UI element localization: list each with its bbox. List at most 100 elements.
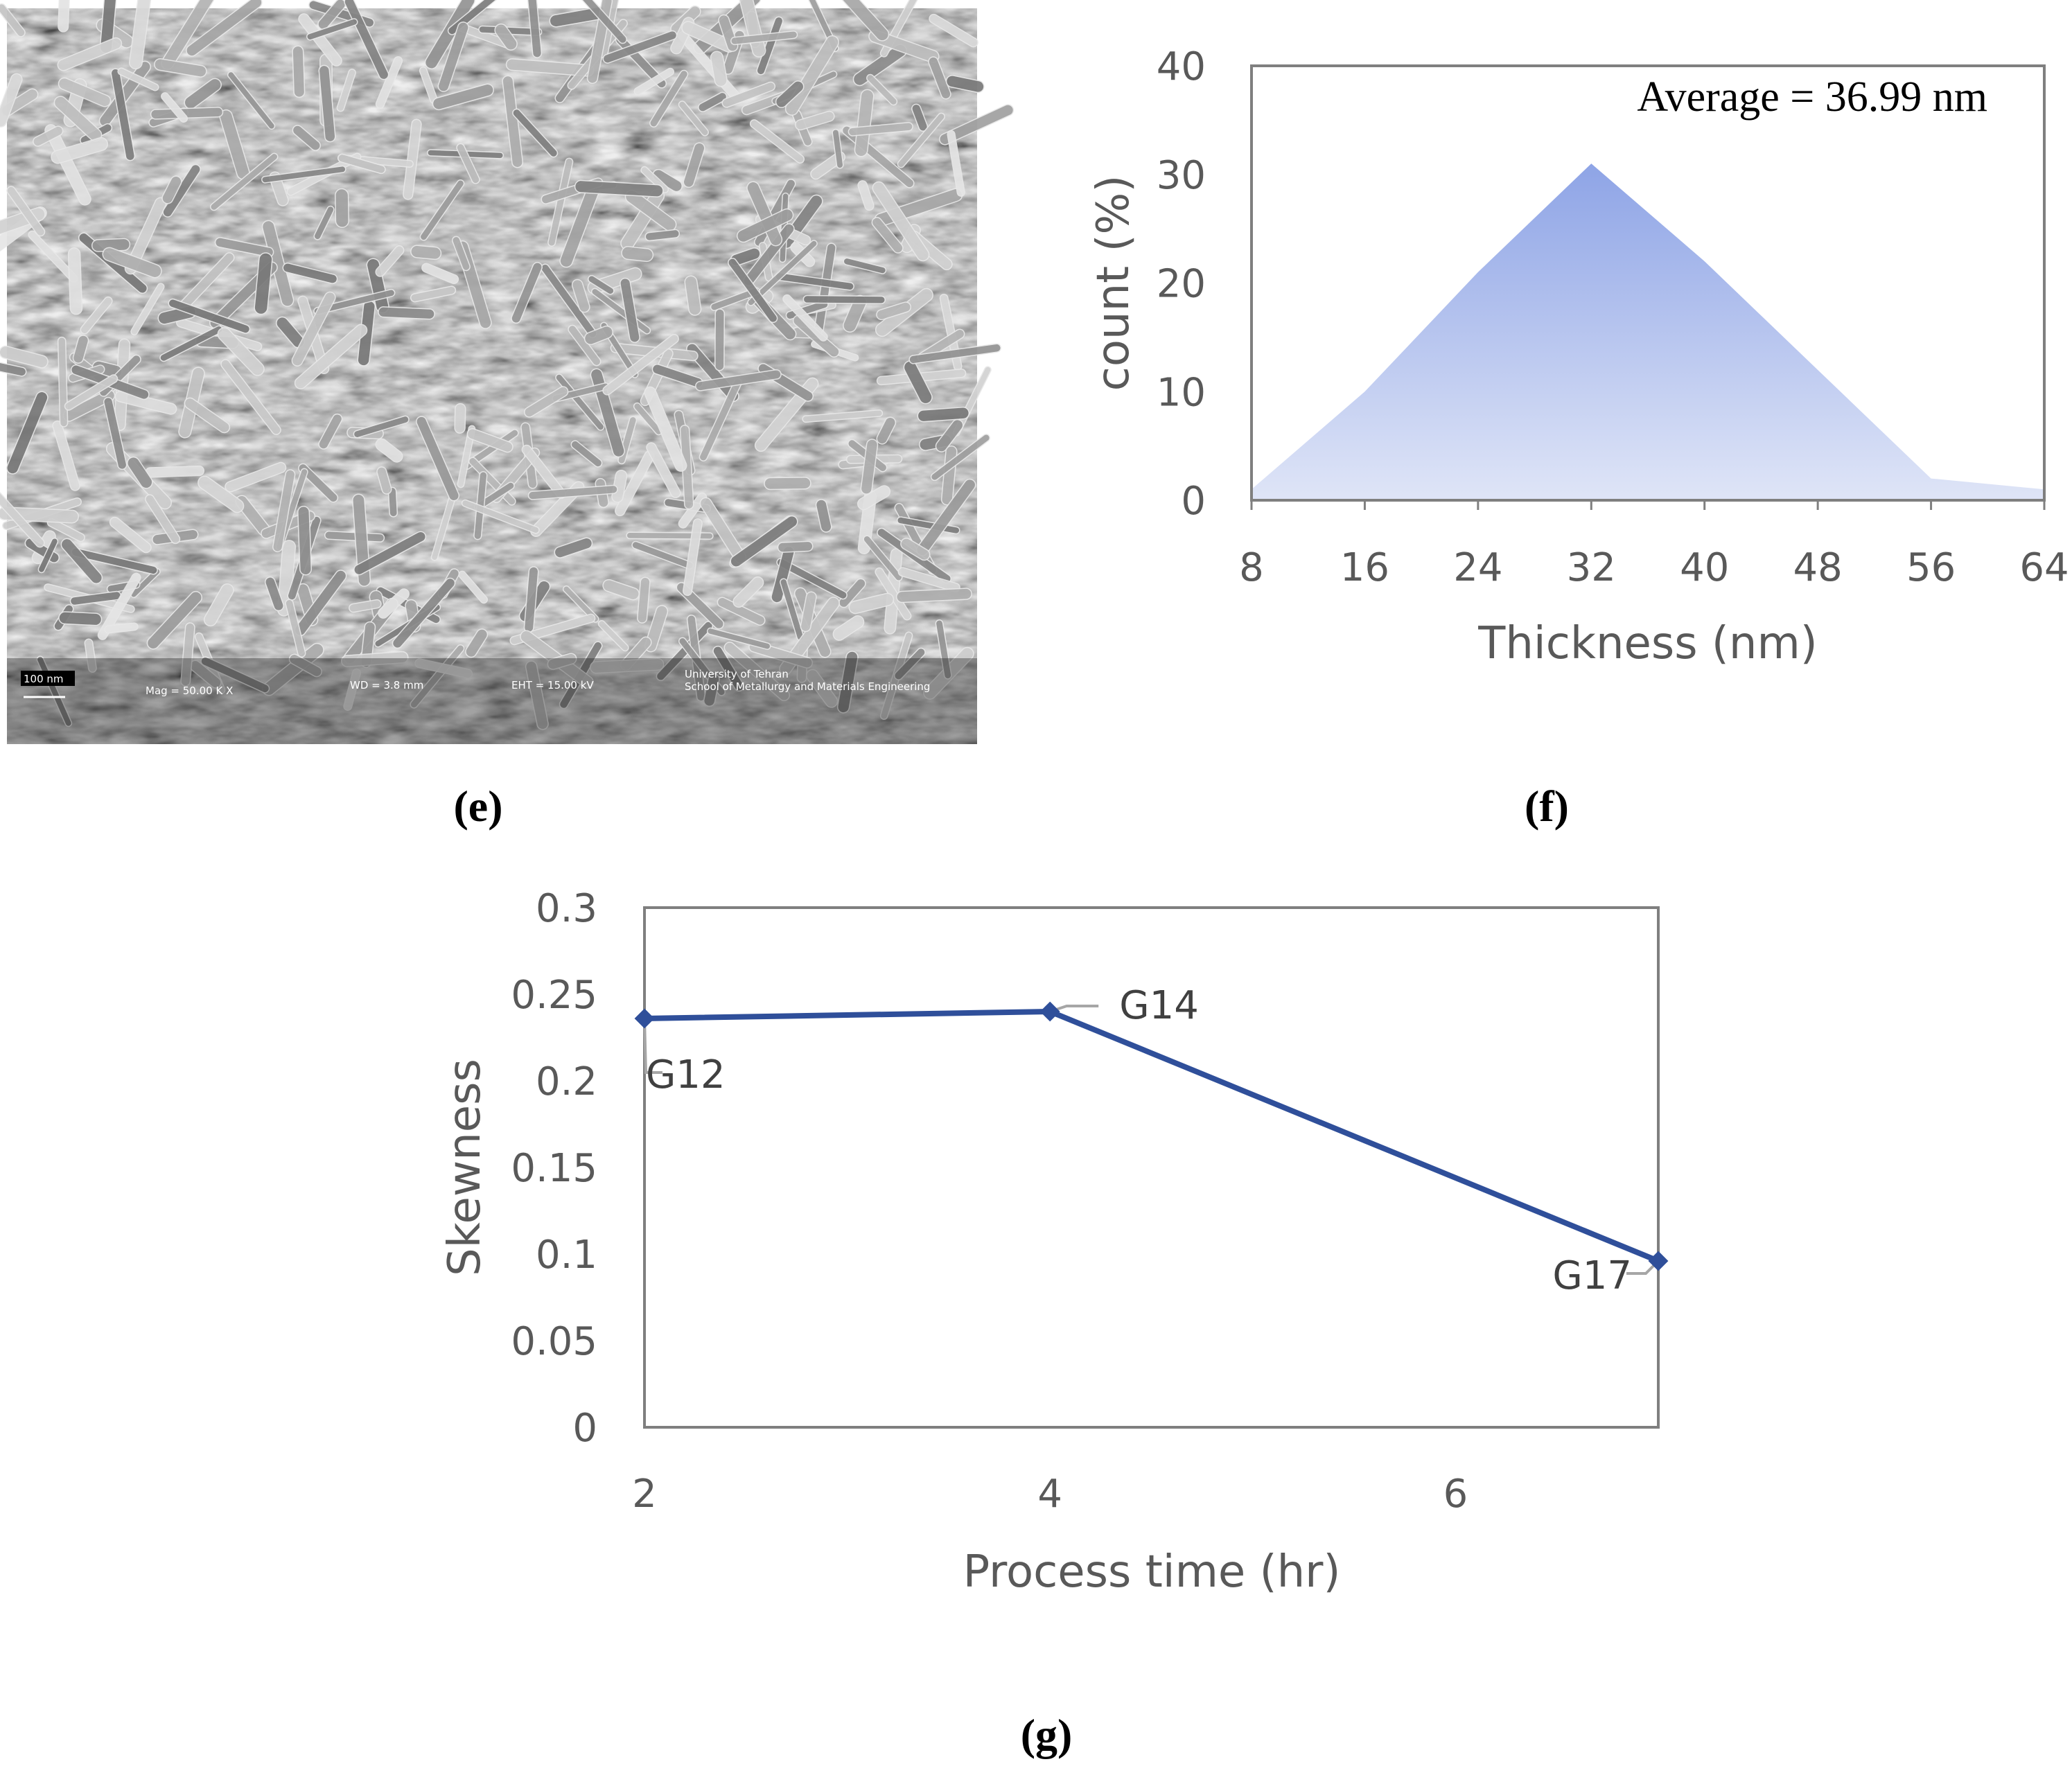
- sem-nanorod: [698, 91, 728, 112]
- sem-nanorod: [511, 262, 543, 324]
- sem-nanorod: [597, 619, 629, 652]
- sem-nanorod: [161, 92, 188, 123]
- sem-nanorod: [375, 245, 405, 277]
- sem-nanorod: [512, 108, 559, 158]
- sem-nanorod: [583, 325, 613, 346]
- sem-nanorod: [0, 483, 45, 548]
- sem-nanorod: [272, 469, 296, 553]
- g-y-tick-label: 0.25: [511, 973, 597, 1018]
- sem-nanorod: [349, 599, 382, 613]
- sem-nanorod: [378, 588, 410, 619]
- sem-nanorod: [935, 418, 964, 452]
- sem-nanorod: [294, 324, 368, 389]
- sem-nanorod: [376, 466, 392, 495]
- sem-nanorod: [843, 257, 887, 274]
- f-x-tick-label: 48: [1793, 545, 1843, 590]
- sem-nanorod: [602, 333, 679, 396]
- sem-nanorod: [203, 583, 234, 627]
- sem-nanorod: [145, 494, 181, 545]
- sem-nanorod: [64, 374, 118, 411]
- g-data-point: [1648, 1251, 1669, 1271]
- sem-nanorod: [261, 165, 346, 184]
- g-y-tick-label: 0.2: [536, 1059, 597, 1104]
- sem-nanorod: [466, 428, 513, 453]
- sem-nanorod: [102, 247, 162, 279]
- g-skewness-line: [644, 1009, 1660, 1264]
- g-x-tick-label: 6: [1443, 1472, 1468, 1517]
- sem-nanorod: [0, 361, 27, 377]
- sem-nanorod: [562, 585, 599, 623]
- sem-scale-bar-label: 100 nm: [24, 673, 64, 685]
- sem-nanorod: [217, 327, 265, 376]
- sem-nanorod: [110, 68, 136, 161]
- sem-nanorod: [456, 143, 480, 184]
- f-x-tick-label: 32: [1567, 545, 1616, 590]
- sem-nanorod: [297, 505, 313, 576]
- f-x-axis-title: Thickness (nm): [1477, 618, 1818, 669]
- chart-f: 0 10 20 30 40 8 16 24 32 40 48 56 64 Average = 36.9…: [1088, 44, 2069, 669]
- sem-nanorod: [776, 558, 848, 600]
- sem-nanorod: [57, 37, 123, 71]
- sem-nanorod: [746, 181, 783, 247]
- sem-nanorod: [837, 0, 890, 42]
- sem-nanorod: [945, 75, 985, 94]
- sem-nanorod: [574, 179, 664, 197]
- sem-nanorod: [893, 647, 926, 680]
- sem-nanorod: [186, 0, 263, 57]
- sem-nanorod: [802, 409, 884, 423]
- sem-nanorod: [67, 247, 83, 315]
- sem-nanorod: [848, 122, 913, 136]
- sem-nanorod: [461, 499, 540, 534]
- sem-nanorod: [58, 77, 112, 107]
- f-x-tick-label: 40: [1680, 545, 1729, 590]
- sem-nanorod: [684, 275, 702, 316]
- sem-nanorod: [84, 638, 97, 673]
- f-average-annotation: Average = 36.99 nm: [1637, 73, 1987, 121]
- f-y-tick-label: 10: [1157, 370, 1206, 415]
- sem-nanorod: [802, 294, 886, 305]
- f-x-tick-label: 8: [1239, 545, 1264, 590]
- sem-nanorod: [200, 656, 270, 694]
- sem-nanorod: [728, 258, 778, 324]
- sem-nanorod: [848, 592, 895, 615]
- sem-nanorod: [526, 0, 543, 58]
- sem-nanorod: [721, 81, 776, 108]
- sem-nanorod: [51, 136, 109, 164]
- sem-nanorod: [318, 413, 343, 450]
- sem-nanorod: [795, 110, 835, 131]
- sem-nanorod: [72, 335, 89, 364]
- sem-nanorod: [44, 124, 91, 206]
- f-x-tick-label: 56: [1906, 545, 1956, 590]
- sem-nanorod: [292, 125, 322, 151]
- sem-nanorod: [710, 51, 728, 87]
- sem-nanorod: [717, 597, 766, 626]
- sem-nanorod: [57, 336, 69, 427]
- sem-institution-line2: School of Metallurgy and Materials Engin…: [685, 680, 930, 693]
- g-y-tick-label: 0.3: [536, 886, 597, 931]
- f-y-tick-label: 20: [1157, 262, 1206, 307]
- sem-nanorod: [421, 263, 459, 285]
- sem-nanorod: [620, 277, 640, 343]
- sem-nanorod: [832, 128, 844, 169]
- sem-nanorod: [928, 56, 951, 100]
- sem-nanorod: [33, 125, 64, 147]
- f-x-tick-label: 64: [2019, 545, 2069, 590]
- sem-nanorod: [777, 540, 814, 553]
- sem-nanorod: [465, 628, 489, 658]
- g-x-tick-label: 4: [1037, 1472, 1062, 1517]
- g-plot-frame: [643, 906, 1660, 1429]
- sem-nanorod: [375, 438, 403, 463]
- g-label-leader: [643, 1018, 662, 1074]
- sem-nanorod: [854, 89, 875, 157]
- sem-institution-line1: University of Tehran: [685, 668, 789, 680]
- sem-nanorod: [588, 274, 615, 295]
- chart-g: 0 0.05 0.1 0.15 0.2 0.25 0.3 2 4 6 G12 G14 G17 Pro…: [439, 886, 1669, 1598]
- g-y-tick-label: 0.15: [511, 1146, 597, 1191]
- sem-nanorod: [6, 186, 46, 237]
- sem-nanorod: [6, 391, 49, 475]
- f-y-tick-label: 30: [1157, 153, 1206, 198]
- sem-nanorod: [343, 668, 361, 712]
- sem-nanorod: [353, 415, 410, 439]
- sem-nanorod: [712, 646, 745, 692]
- sem-eht: EHT = 15.00 kV: [511, 679, 594, 691]
